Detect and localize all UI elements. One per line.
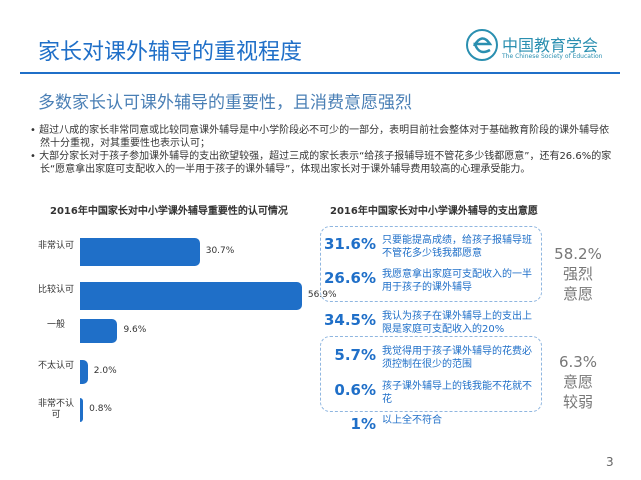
- bar: [80, 398, 84, 422]
- group-box: [320, 226, 542, 302]
- bar: [80, 282, 302, 310]
- item-text: 我愿意拿出家庭可支配收入的一半用于孩子的课外辅导: [382, 269, 532, 293]
- category-label: 非常不认可: [38, 399, 75, 420]
- bullet-text: 大部分家长对于孩子参加课外辅导的支出欲望较强，超过三成的家长表示“给孩子报辅导班…: [39, 151, 612, 175]
- item-text: 以上全不符合: [382, 415, 442, 426]
- percent: 31.6%: [323, 235, 376, 253]
- item-text: 只要能提高成绩，给孩子报辅导班不管花多少钱我都愿意: [382, 235, 532, 259]
- page-number: 3: [606, 455, 614, 469]
- logo-en: The Chinese Society of Education: [502, 53, 603, 60]
- logo-text: 中国教育学会: [502, 36, 599, 55]
- item-text: 我觉得用于孩子课外辅导的花费必须控制在很少的范围: [382, 346, 532, 370]
- bar: [80, 319, 118, 343]
- percent: 26.6%: [323, 269, 376, 287]
- logo-icon: [466, 29, 498, 61]
- category-label: 一般: [46, 320, 65, 330]
- group-label: 强烈意愿: [562, 265, 593, 303]
- group-percent: 6.3%: [558, 353, 598, 371]
- percent: 1%: [350, 415, 376, 433]
- category-label: 不太认可: [38, 361, 75, 371]
- subtitle: 多数家长认可课外辅导的重要性，且消费意愿强烈: [38, 93, 412, 113]
- group-percent: 58.2%: [554, 245, 602, 263]
- group-label: 意愿较弱: [562, 373, 593, 411]
- value-label: 0.8%: [89, 404, 112, 414]
- percent: 0.6%: [334, 381, 376, 399]
- value-label: 30.7%: [205, 246, 235, 256]
- bullet-text: 超过八成的家长非常同意或比较同意课外辅导是中小学阶段必不可少的一部分，表明目前社…: [39, 125, 610, 149]
- category-label: 非常认可: [38, 241, 75, 251]
- bar: [80, 238, 200, 266]
- bar: [80, 360, 88, 384]
- divider: [20, 72, 620, 74]
- percent: 34.5%: [323, 311, 376, 329]
- bullets: • 超过八成的家长非常同意或比较同意课外辅导是中小学阶段必不可少的一部分，表明目…: [30, 124, 615, 176]
- title: 家长对课外辅导的重视程度: [38, 40, 303, 65]
- bullet: • 超过八成的家长非常同意或比较同意课外辅导是中小学阶段必不可少的一部分，表明目…: [30, 125, 610, 149]
- spending-title: 2016年中国家长对中小学课外辅导的支出意愿: [330, 206, 538, 217]
- value-label: 2.0%: [93, 366, 117, 376]
- item-text: 孩子课外辅导上的钱我能不花就不花: [382, 381, 532, 405]
- category-label: 比较认可: [38, 285, 75, 295]
- bullet: • 大部分家长对于孩子参加课外辅导的支出欲望较强，超过三成的家长表示“给孩子报辅…: [30, 151, 612, 175]
- item-text: 我认为孩子在课外辅导上的支出上限是家庭可支配收入的20%: [382, 311, 532, 335]
- chart-title: 2016年中国家长对中小学课外辅导重要性的认可情况: [50, 206, 288, 217]
- group-box: [320, 336, 542, 412]
- percent: 5.7%: [334, 346, 376, 364]
- value-label: 9.6%: [123, 325, 147, 335]
